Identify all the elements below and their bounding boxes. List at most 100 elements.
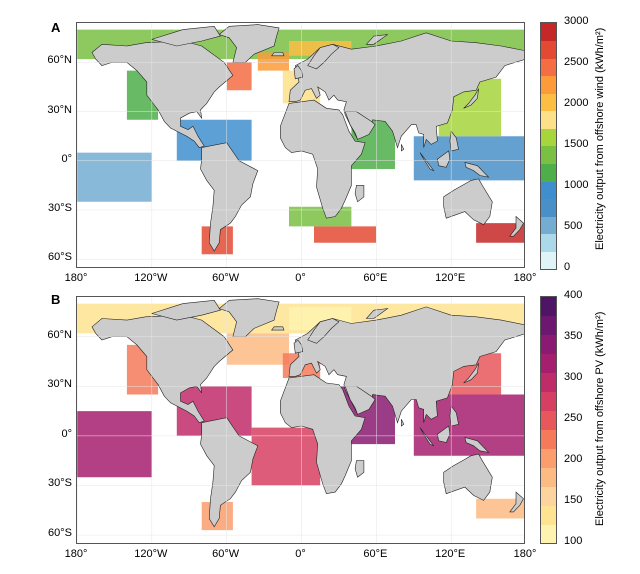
colorbar-tick-label: 150: [564, 494, 583, 506]
lon-label: 180°: [513, 272, 537, 284]
land-sri-lanka: [400, 419, 405, 427]
lon-label: 60°W: [212, 548, 240, 560]
lon-label: 60°E: [363, 272, 388, 284]
land-new-guinea: [464, 437, 490, 453]
map-canvas: [77, 297, 524, 543]
panel-letter: B: [51, 292, 61, 307]
colorbar-segment: [541, 410, 556, 430]
colorbar-segment: [541, 391, 556, 412]
land-borneo: [437, 425, 451, 443]
land-canadian-archipelago: [150, 25, 221, 47]
colorbar-segment: [541, 251, 556, 270]
coastal-band-10: [476, 223, 524, 243]
world-map-offshore-wind: [76, 22, 525, 268]
coastal-band-4: [176, 119, 252, 161]
colorbar-tick-label: 400: [564, 289, 583, 301]
colorbar-segment: [541, 181, 556, 200]
colorbar-segment: [541, 233, 556, 252]
colorbar-tick-label: 2500: [564, 56, 589, 68]
land-sumatra: [419, 152, 435, 172]
land-greenland: [218, 24, 280, 63]
colorbar-segment: [541, 128, 556, 147]
colorbar-segment: [541, 353, 556, 374]
land-scandinavia: [307, 43, 340, 70]
land-novaya-zemlya: [365, 308, 389, 319]
colorbar-tick-label: 0: [564, 261, 571, 273]
land-greenland: [218, 298, 280, 338]
lon-label: 60°W: [212, 272, 240, 284]
colorbar-title: Electricity output from offshore wind (k…: [594, 27, 606, 250]
colorbar-tick-label: 3000: [564, 15, 589, 27]
lat-label: 60°N: [47, 328, 72, 341]
land-sumatra: [419, 427, 434, 447]
lat-label: 0°: [61, 427, 72, 440]
world-map-offshore-pv: [76, 296, 525, 544]
land-new-zealand: [509, 215, 524, 237]
graticule: [77, 297, 524, 543]
lat-label: 30°S: [48, 477, 72, 490]
land-japan: [463, 88, 479, 109]
lat-label: 60°S: [48, 251, 72, 264]
colorbar-segment: [541, 216, 556, 235]
colorbar-segment: [541, 163, 556, 182]
colorbar-segment: [541, 297, 556, 317]
land-iceland: [270, 326, 285, 331]
colorbar-segment: [541, 372, 556, 393]
colorbar-segment: [541, 93, 556, 112]
colorbar-segment: [541, 448, 556, 468]
colorbar-segment: [541, 23, 556, 42]
land-north-america: [91, 40, 234, 148]
coastal-band-5: [77, 411, 152, 478]
lon-label: 180°: [64, 272, 88, 284]
colorbar-pv: [540, 296, 557, 544]
map-canvas: [77, 23, 524, 267]
lon-label: 60°E: [363, 548, 388, 560]
coastal-band-2: [226, 333, 289, 365]
coastal-band-2: [226, 62, 252, 91]
lat-label: 30°N: [47, 378, 72, 391]
panel-letter: A: [51, 20, 61, 35]
land-masses: [91, 298, 524, 528]
coastal-band-4: [176, 386, 252, 436]
land-canadian-archipelago: [150, 299, 221, 321]
land-masses: [91, 24, 524, 252]
lon-label: 120°E: [435, 548, 466, 560]
colorbar-tick-label: 2000: [564, 97, 589, 109]
colorbar-wind: [540, 22, 557, 270]
land-madagascar: [354, 185, 365, 203]
coastal-band-10: [476, 498, 524, 519]
land-japan: [463, 362, 479, 384]
panel-b-offshore-pv: B 60°N 30°N 0° 30°S 60°S 180° 120°W 60°W 0° 60°E…: [0, 289, 640, 574]
colorbar-segment: [541, 524, 556, 544]
land-sri-lanka: [400, 144, 405, 152]
colorbar-tick-label: 1000: [564, 179, 589, 191]
land-arabia: [344, 111, 376, 140]
lon-label: 0°: [295, 272, 306, 284]
lat-label: 0°: [61, 152, 72, 165]
lon-label: 120°E: [435, 272, 466, 284]
colorbar-segment: [541, 315, 556, 336]
coastal-band-12: [289, 206, 352, 227]
coastal-band-8: [251, 427, 321, 486]
colorbar-segment: [541, 429, 556, 449]
land-new-zealand: [509, 491, 524, 513]
coastal-band-5: [77, 152, 152, 202]
colorbar-segment: [541, 58, 556, 77]
land-south-america: [200, 417, 259, 528]
lat-label: 60°N: [47, 54, 72, 67]
colorbar-segment: [541, 75, 556, 94]
land-philippines: [449, 130, 459, 152]
graticule: [77, 23, 524, 267]
land-australia: [443, 453, 493, 501]
colorbar-tick-label: 300: [564, 371, 583, 383]
colorbar-segment: [541, 486, 556, 506]
lat-label: 60°S: [48, 527, 72, 540]
coastal-band-3: [257, 52, 289, 71]
colorbar-tick-label: 100: [564, 535, 583, 547]
colorbar-segment: [541, 110, 556, 129]
land-new-guinea: [464, 161, 490, 178]
colorbar-tick-label: 1500: [564, 138, 589, 150]
colorbar-segment: [541, 334, 556, 355]
colorbar-segment: [541, 146, 556, 165]
land-scandinavia: [307, 318, 340, 344]
